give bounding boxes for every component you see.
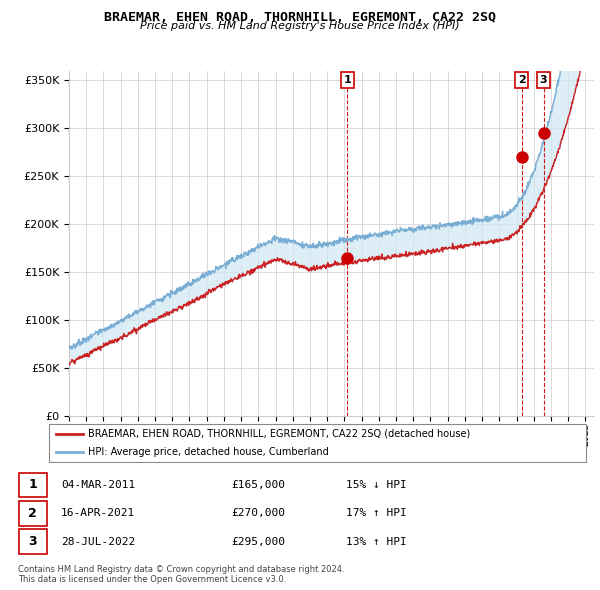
FancyBboxPatch shape [49, 424, 586, 463]
FancyBboxPatch shape [19, 473, 47, 497]
Text: £295,000: £295,000 [231, 537, 285, 546]
Text: 3: 3 [28, 535, 37, 548]
Text: 16-APR-2021: 16-APR-2021 [61, 509, 135, 518]
Text: 2: 2 [28, 507, 37, 520]
Text: 1: 1 [343, 75, 351, 85]
Text: 17% ↑ HPI: 17% ↑ HPI [346, 509, 407, 518]
Text: 2: 2 [518, 75, 526, 85]
Text: £165,000: £165,000 [231, 480, 285, 490]
FancyBboxPatch shape [19, 529, 47, 554]
Text: 3: 3 [540, 75, 547, 85]
Text: BRAEMAR, EHEN ROAD, THORNHILL, EGREMONT, CA22 2SQ (detached house): BRAEMAR, EHEN ROAD, THORNHILL, EGREMONT,… [89, 429, 471, 439]
Text: 13% ↑ HPI: 13% ↑ HPI [346, 537, 407, 546]
Text: HPI: Average price, detached house, Cumberland: HPI: Average price, detached house, Cumb… [89, 447, 329, 457]
Text: 1: 1 [28, 478, 37, 491]
Text: BRAEMAR, EHEN ROAD, THORNHILL, EGREMONT, CA22 2SQ: BRAEMAR, EHEN ROAD, THORNHILL, EGREMONT,… [104, 11, 496, 24]
Text: Contains HM Land Registry data © Crown copyright and database right 2024.: Contains HM Land Registry data © Crown c… [18, 565, 344, 574]
Text: 15% ↓ HPI: 15% ↓ HPI [346, 480, 407, 490]
Text: 28-JUL-2022: 28-JUL-2022 [61, 537, 135, 546]
Text: This data is licensed under the Open Government Licence v3.0.: This data is licensed under the Open Gov… [18, 575, 286, 584]
Text: 04-MAR-2011: 04-MAR-2011 [61, 480, 135, 490]
Text: £270,000: £270,000 [231, 509, 285, 518]
Text: Price paid vs. HM Land Registry's House Price Index (HPI): Price paid vs. HM Land Registry's House … [140, 21, 460, 31]
FancyBboxPatch shape [19, 501, 47, 526]
